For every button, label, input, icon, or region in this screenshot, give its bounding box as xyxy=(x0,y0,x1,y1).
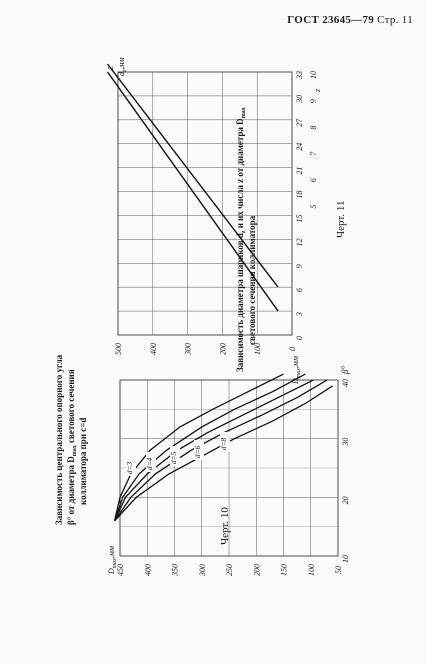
fig11-tick-d-400: 400 xyxy=(149,343,158,355)
fig10-label-0: d=3 xyxy=(125,461,134,474)
fig11-title-line2: светового сечения коллиматора xyxy=(247,215,257,345)
fig11-tick-z-5: 5 xyxy=(309,205,318,209)
fig11-series-1 xyxy=(107,63,279,288)
fig11-tick-dz-27: 27 xyxy=(295,118,304,127)
fig11-ylabel: Dmax,мм xyxy=(291,356,302,385)
fig11-series-0 xyxy=(106,71,279,312)
svg-text:Dmax,мм: Dmax,мм xyxy=(107,546,118,575)
fig10-tick-d-50: 50 xyxy=(334,566,343,574)
fig10-tick-beta-20: 20 xyxy=(341,496,350,504)
fig11-line-label-z: z xyxy=(105,66,115,71)
page-header: ГОСТ 23645—79 Стр. 11 xyxy=(287,14,413,26)
fig10-xlabel: β° xyxy=(340,366,350,375)
fig11-tick-dz-18: 18 xyxy=(295,191,304,199)
fig10-tick-d-350: 350 xyxy=(171,564,180,577)
fig10-tick-d-450: 450 xyxy=(116,564,125,576)
fig10-series-0 xyxy=(114,385,333,522)
fig11-tick-z-8: 8 xyxy=(309,126,318,130)
fig11-caption: Черт. 11 xyxy=(335,201,347,238)
fig11-tick-dz-6: 6 xyxy=(295,288,304,292)
fig11-tick-dz-33: 33 xyxy=(295,71,304,80)
svg-text:dz,мм: dz,мм xyxy=(117,57,128,76)
fig11-tick-d-200: 200 xyxy=(218,343,227,355)
fig10-series xyxy=(113,373,333,522)
fig10-label-bg-3 xyxy=(194,440,204,460)
fig11-tick-d-100: 100 xyxy=(253,343,262,355)
fig11-tick-d-300: 300 xyxy=(184,343,193,356)
fig11-tick-z-9: 9 xyxy=(309,99,318,103)
fig10-title-line3: коллиматора при c=d xyxy=(78,418,88,505)
fig11-tick-dz-15: 15 xyxy=(295,214,304,222)
fig10-caption: Черт. 10 xyxy=(219,507,231,545)
fig10-series-4 xyxy=(113,373,284,521)
fig10-grid xyxy=(119,379,339,557)
fig11-xlabel-top: dz,мм xyxy=(117,57,128,76)
fig11-tick-z-7: 7 xyxy=(309,151,318,156)
fig11-tick-dz-30: 30 xyxy=(295,95,304,104)
fig10-tick-d-300: 300 xyxy=(198,564,207,577)
svg-text:Dmax,мм: Dmax,мм xyxy=(291,356,302,385)
fig11-tick-dz-21: 21 xyxy=(295,167,304,175)
fig10-series-2 xyxy=(114,379,314,522)
fig10-tick-d-400: 400 xyxy=(143,564,152,576)
fig11-grid xyxy=(117,71,293,336)
fig11-tick-dz-24: 24 xyxy=(295,143,304,151)
fig11-tick-dz-12: 12 xyxy=(295,238,304,246)
fig10-label-bg-2 xyxy=(170,446,180,466)
fig11-title: Зависимость диаметра шариков dz и их чис… xyxy=(235,107,257,372)
fig11-xlabel-bottom: z xyxy=(313,88,322,93)
fig10-label-1: d=4 xyxy=(145,457,154,470)
fig10-label-bg-1 xyxy=(146,452,156,472)
fig11-tick-d-500: 500 xyxy=(114,343,123,355)
fig11-series xyxy=(106,63,279,312)
fig10-tick-d-150: 150 xyxy=(280,564,289,576)
fig10-tick-d-200: 200 xyxy=(252,564,261,576)
fig10-series-3 xyxy=(113,373,306,522)
fig10-labels: 50 100 150 200 250 300 350 400 450 10 20 30 40 β° d=3 d… xyxy=(116,366,350,577)
fig10-title: Зависимость центрального опорного угла β… xyxy=(54,354,88,525)
fig11-tick-dz-3: 3 xyxy=(295,312,304,317)
fig10-tick-beta-40: 40 xyxy=(341,379,350,387)
fig10-label-2: d=5 xyxy=(169,451,178,464)
page-number: Стр. 11 xyxy=(377,14,413,26)
fig10-label-bg-0 xyxy=(126,456,136,476)
fig10-tick-beta-30: 30 xyxy=(341,438,350,447)
fig10-tick-d-250: 250 xyxy=(225,564,234,576)
fig10-label-bg-4 xyxy=(220,432,230,452)
chart-fig11: 0 100 200 300 400 500 0 3 6 9 12 15 18 21 24 27 30 33 5 6 7 8… xyxy=(105,57,347,385)
fig11-title-line1: Зависимость диаметра шариков dz и их чис… xyxy=(235,107,247,372)
fig11-labels: 0 100 200 300 400 500 0 3 6 9 12 15 18 21 24 27 30 33 5 6 7 8… xyxy=(105,66,318,356)
fig10-title-line2: β° от диаметра Dmax светового сечения xyxy=(66,369,78,525)
fig10-title-line1: Зависимость центрального опорного угла xyxy=(54,354,64,525)
fig10-tick-d-100: 100 xyxy=(307,564,316,576)
fig11-tick-z-6: 6 xyxy=(309,178,318,182)
fig10-series-1 xyxy=(114,379,328,522)
fig10-label-3: d=6 xyxy=(193,445,202,458)
fig10-label-4: d=8 xyxy=(219,437,228,450)
fig11-tick-dz-0: 0 xyxy=(295,336,304,340)
standard-number: ГОСТ 23645—79 xyxy=(287,14,375,26)
fig10-ylabel: Dmax,мм xyxy=(107,546,118,575)
fig11-tick-dz-9: 9 xyxy=(295,264,304,268)
fig11-tick-d-0: 0 xyxy=(288,347,297,351)
fig11-tick-z-10: 10 xyxy=(309,71,318,79)
fig10-tick-beta-10: 10 xyxy=(341,555,350,563)
chart-fig10: 50 100 150 200 250 300 350 400 450 10 20 30 40 β° d=3 d… xyxy=(54,354,350,577)
